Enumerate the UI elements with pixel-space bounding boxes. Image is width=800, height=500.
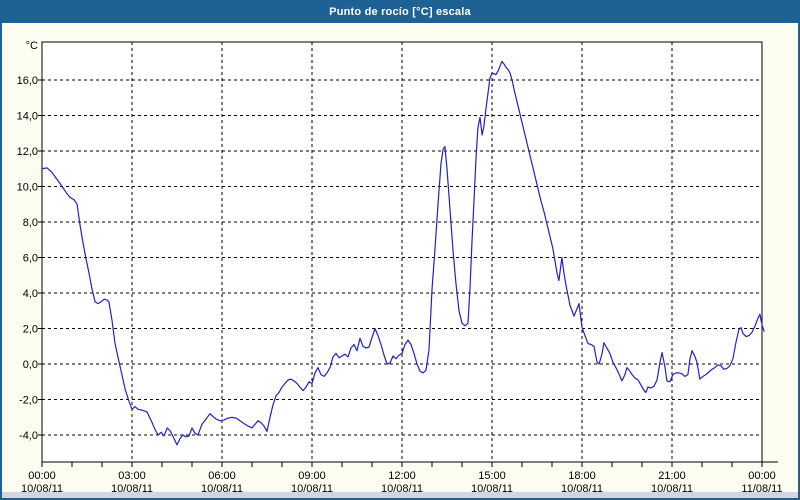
y-tick-label: -2,0 <box>19 395 38 407</box>
x-tick-time: 15:00 <box>478 470 506 482</box>
x-tick-time: 09:00 <box>298 470 326 482</box>
y-tick-label: 8,0 <box>23 217 38 229</box>
y-tick-label: 0,0 <box>23 359 38 371</box>
y-tick-label: 4,0 <box>23 288 38 300</box>
y-tick-label: -4,0 <box>19 430 38 442</box>
bottom-strip <box>2 492 798 498</box>
y-axis-unit: °C <box>26 40 38 52</box>
x-tick-time: 03:00 <box>118 470 146 482</box>
x-tick-time: 00:00 <box>748 470 776 482</box>
y-tick-label: 14,0 <box>17 111 38 123</box>
x-tick-time: 18:00 <box>568 470 596 482</box>
dewpoint-series-line <box>41 60 765 446</box>
x-tick-time: 00:00 <box>28 470 56 482</box>
x-tick-time: 21:00 <box>658 470 686 482</box>
y-tick-label: 6,0 <box>23 253 38 265</box>
y-tick-label: 2,0 <box>23 324 38 336</box>
x-tick-time: 12:00 <box>388 470 416 482</box>
y-tick-label: 12,0 <box>17 146 38 158</box>
window-title: Punto de rocío [°C] escala <box>329 6 471 18</box>
title-bar: Punto de rocío [°C] escala <box>2 2 798 23</box>
y-tick-label: 16,0 <box>17 75 38 87</box>
y-tick-label: 10,0 <box>17 182 38 194</box>
x-tick-time: 06:00 <box>208 470 236 482</box>
